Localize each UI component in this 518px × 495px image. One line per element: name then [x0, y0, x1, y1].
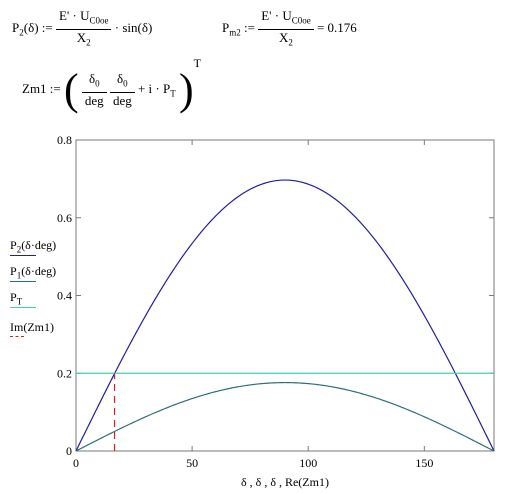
legend-label: P1(δ·deg) [10, 264, 57, 281]
pm2-lhs: Pm2 := [222, 20, 255, 38]
zm1-fraction-1: δ0 deg [81, 71, 107, 109]
x-axis: 0 50 100 150 [73, 140, 433, 470]
zm1-fraction-2: δ0 deg [109, 71, 135, 109]
formula-zm1: Zm1 := ( δ0 deg δ0 deg + i · PT )T [22, 56, 201, 115]
zm1-transpose: T [193, 56, 201, 70]
legend-swatch [10, 307, 36, 309]
legend-entry: P2(δ·deg) [10, 238, 57, 257]
legend-entry: P1(δ·deg) [10, 264, 57, 283]
pm2-fraction: E' · UC0oe X2 [258, 8, 314, 50]
x-tick-label: 0 [73, 456, 79, 470]
formula-p2: P2(δ) := E' · UC0oe X2 · sin(δ) [12, 8, 152, 50]
y-tick-label: 0.6 [57, 211, 72, 225]
legend-entry: PT [10, 290, 36, 309]
zm1-lhs: Zm1 := [22, 81, 61, 96]
zm1-tail: + i · PT [137, 81, 176, 99]
legend-swatch [10, 255, 36, 257]
p2-lhs: P2(δ) := [12, 20, 53, 38]
formula-pm2: Pm2 := E' · UC0oe X2 = 0.176 [222, 8, 357, 50]
legend-label: PT [10, 290, 23, 307]
legend-swatch [10, 281, 36, 283]
p2-fraction: E' · UC0oe X2 [55, 8, 112, 50]
x-axis-label: δ , δ , δ , Re(Zm1) [241, 475, 329, 489]
y-tick-label: 0.2 [57, 366, 72, 380]
plot-frame [75, 139, 495, 452]
series-line-p2 [75, 179, 495, 452]
y-axis: 0 0.2 0.4 0.6 0.8 [57, 133, 494, 458]
legend-label: Im(Zm1) [10, 320, 54, 334]
legend-entry: Im(Zm1) [10, 320, 54, 337]
series-group [75, 179, 495, 452]
y-tick-label: 0.8 [57, 133, 72, 147]
x-tick-label: 50 [186, 456, 198, 470]
p2-tail: · sin(δ) [114, 20, 153, 36]
pm2-result: = 0.176 [316, 20, 357, 36]
y-tick-label: 0.4 [57, 289, 72, 303]
y-tick-label: 0 [66, 444, 72, 458]
x-tick-label: 150 [415, 456, 433, 470]
legend-label: P2(δ·deg) [10, 238, 57, 255]
series-line-p1 [75, 381, 495, 452]
legend-swatch [10, 336, 24, 337]
x-tick-label: 100 [299, 456, 317, 470]
